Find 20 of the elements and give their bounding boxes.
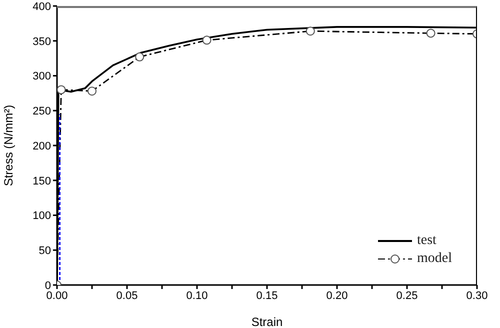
y-tick-label: 200 bbox=[32, 140, 51, 152]
y-tick-label: 250 bbox=[32, 106, 51, 118]
x-axis-title: Strain bbox=[251, 315, 283, 328]
x-tick-label: 0.05 bbox=[116, 290, 138, 302]
y-tick-label: 150 bbox=[32, 175, 51, 188]
x-tick-label: 0.25 bbox=[396, 290, 418, 302]
y-tick-label: 350 bbox=[32, 36, 51, 48]
legend-label: model bbox=[417, 251, 452, 267]
y-tick-label: 0 bbox=[44, 280, 51, 292]
y-tick-label: 50 bbox=[38, 245, 51, 258]
y-tick-label: 300 bbox=[32, 70, 51, 83]
legend-label: test bbox=[417, 233, 436, 249]
x-tick-label: 0.30 bbox=[466, 290, 488, 302]
x-tick-label: 0.20 bbox=[326, 290, 348, 302]
y-tick-label: 100 bbox=[32, 210, 51, 222]
y-tick-label: 400 bbox=[32, 0, 51, 13]
x-tick-label: 0.15 bbox=[256, 290, 278, 302]
x-tick-label: 0.00 bbox=[46, 290, 68, 302]
x-tick-label: 0.10 bbox=[186, 290, 208, 302]
y-axis-title: Stress (N/mm²) bbox=[1, 104, 16, 186]
